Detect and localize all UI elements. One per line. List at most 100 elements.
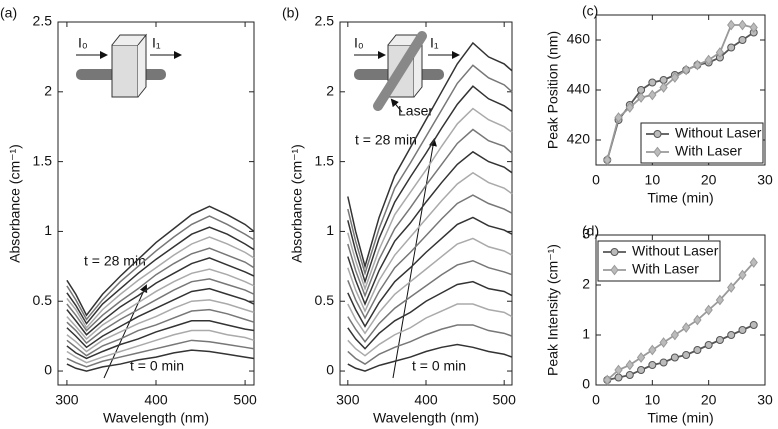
inset-label: I₁ <box>430 35 439 51</box>
series-line <box>66 339 255 368</box>
laser-beam <box>373 31 427 111</box>
series-line <box>347 343 513 372</box>
x-tick-label: 30 <box>757 172 773 188</box>
series-line <box>347 324 513 365</box>
series-line <box>347 41 513 270</box>
marker <box>715 336 724 344</box>
panel-label: (d) <box>582 223 599 239</box>
annotation: t = 28 min <box>84 253 146 269</box>
panel-label: (a) <box>0 5 17 21</box>
x-tick-label: 20 <box>701 392 717 408</box>
x-tick-label: 400 <box>414 392 438 408</box>
series-line <box>347 237 513 335</box>
marker <box>738 36 747 44</box>
marker <box>693 314 702 326</box>
marker <box>648 344 657 356</box>
marker <box>704 54 713 66</box>
y-tick-label: 1.5 <box>33 152 53 168</box>
marker <box>648 89 657 101</box>
y-tick-label: 1.5 <box>315 152 335 168</box>
legend-box <box>597 240 721 282</box>
x-tick-label: 500 <box>493 392 517 408</box>
marker <box>738 269 747 281</box>
marker <box>648 78 657 87</box>
inset-label: Laser <box>398 103 433 119</box>
inset-label: I₀ <box>354 35 364 51</box>
legend-label: With Laser <box>675 143 742 159</box>
marker <box>727 282 736 293</box>
series-line <box>66 205 255 317</box>
cuvette <box>111 44 139 98</box>
y-tick-label: 1 <box>44 222 52 238</box>
y-tick-label: 0 <box>44 362 52 378</box>
y-tick-label: 2 <box>582 276 590 292</box>
series-line <box>66 215 255 321</box>
y-axis-label: Peak Position (nm) <box>545 31 561 149</box>
y-tick-label: 2.5 <box>315 13 335 29</box>
marker <box>704 304 713 316</box>
series-line <box>66 278 255 345</box>
marker <box>648 361 657 369</box>
y-tick-label: 440 <box>567 81 591 97</box>
legend-marker <box>610 264 619 276</box>
legend-label: Without Laser <box>675 125 762 141</box>
series-line <box>66 329 255 364</box>
series-line <box>347 150 513 307</box>
marker <box>603 154 612 166</box>
x-tick-label: 400 <box>144 392 168 408</box>
plot-frame <box>595 234 766 386</box>
y-tick-label: 0.5 <box>315 292 335 308</box>
marker <box>614 364 623 376</box>
marker <box>749 257 758 268</box>
trend-arrow <box>392 138 437 379</box>
legend-label: With Laser <box>632 261 699 277</box>
series-line <box>347 216 513 328</box>
marker <box>738 19 747 31</box>
x-axis-label: Wavelength (nm) <box>373 410 479 426</box>
series-line <box>347 107 513 291</box>
marker <box>749 22 758 33</box>
series-line <box>347 303 513 357</box>
marker <box>603 374 612 386</box>
inset-label: I₁ <box>152 35 161 51</box>
series-line <box>347 280 513 350</box>
y-tick-label: 3 <box>582 226 590 242</box>
cuvette-side <box>111 33 148 98</box>
y-tick-label: 1 <box>326 222 334 238</box>
y-tick-label: 0.5 <box>33 292 53 308</box>
series-line <box>66 349 255 372</box>
series-line <box>66 257 255 336</box>
arrow <box>390 98 403 113</box>
y-tick-label: 1 <box>582 326 590 342</box>
marker <box>659 82 668 93</box>
marker <box>625 359 634 371</box>
x-tick-label: 300 <box>336 392 360 408</box>
marker <box>715 47 725 58</box>
marker <box>727 43 736 52</box>
legend-marker <box>653 130 662 138</box>
series-line <box>347 128 513 298</box>
marker <box>636 352 646 363</box>
series-line <box>347 259 513 343</box>
panel-label: (b) <box>282 5 299 21</box>
series-line <box>66 308 255 357</box>
y-tick-label: 2 <box>326 83 334 99</box>
marker <box>670 353 679 362</box>
annotation: t = 0 min <box>130 358 184 374</box>
marker <box>670 72 680 83</box>
marker <box>659 358 668 367</box>
x-tick-label: 20 <box>701 172 717 188</box>
marker <box>659 337 668 348</box>
legend-marker <box>610 248 619 256</box>
annotation: t = 28 min <box>355 132 417 148</box>
panel-label: (c) <box>582 3 598 19</box>
y-tick-label: 0 <box>582 376 590 392</box>
legend-label: Without Laser <box>632 243 719 259</box>
x-axis-label: Time (min) <box>647 190 713 206</box>
x-tick-label: 500 <box>233 392 257 408</box>
marker <box>715 294 725 306</box>
series-line <box>347 85 513 285</box>
y-axis-label: Absorbance (cm⁻¹) <box>7 144 23 263</box>
x-tick-label: 10 <box>645 172 661 188</box>
